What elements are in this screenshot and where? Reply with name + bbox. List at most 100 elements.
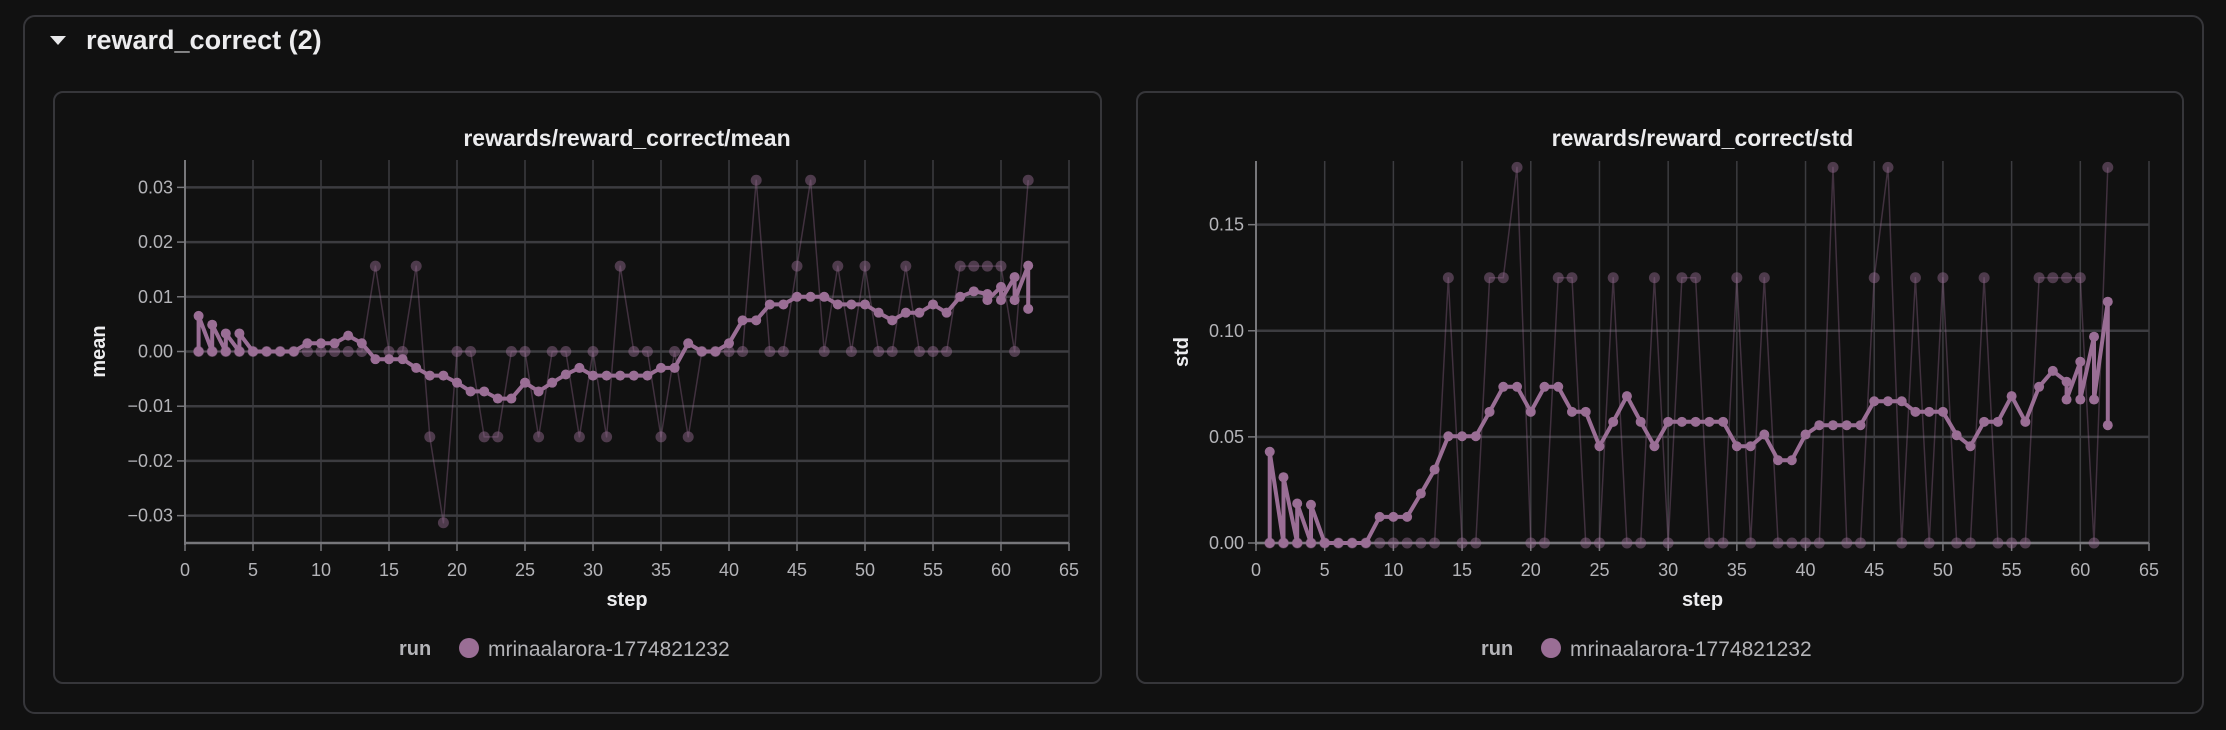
raw-data-point [1442,272,1454,284]
smoothed-data-point [275,346,286,357]
raw-data-point [927,346,939,357]
chart-mean[interactable]: rewards/reward_correct/mean 0 5 10 15 20 25 30 3… [53,91,1102,684]
legend-swatch-icon[interactable] [459,638,479,658]
x-tick-label: 30 [1658,560,1678,580]
smoothed-data-point [1470,431,1481,442]
raw-data-point [2047,272,2059,284]
y-tick-label: 0.10 [1209,321,1244,341]
raw-data-point [369,260,381,272]
raw-data-point [2074,272,2086,284]
legend-swatch-icon[interactable] [1541,638,1561,658]
smoothed-data-point [996,295,1006,306]
smoothed-data-point [928,299,938,310]
y-axis-label: mean [88,325,110,377]
legend-entry[interactable]: mrinaalarora-1774821232 [488,638,730,661]
smoothed-data-point [193,346,204,357]
smoothed-data-point [574,362,585,373]
smoothed-data-point [2047,365,2058,376]
smoothed-data-point [1009,295,1020,306]
raw-data-point [1484,272,1496,284]
chart-title: rewards/reward_correct/std [1552,125,1854,151]
raw-data-point [1841,537,1853,549]
raw-data-point [1009,346,1021,357]
raw-data-point [1580,537,1592,549]
raw-data-point [1978,272,1990,284]
raw-data-point [1539,537,1551,549]
smoothed-data-point [1937,406,1948,417]
smoothed-data-point [261,346,272,357]
smoothed-data-point [329,338,340,349]
legend-title: run [399,638,431,660]
raw-series-line [198,179,1029,524]
smoothed-data-point [1814,420,1825,431]
section-header-toggle[interactable]: reward_correct (2) [50,22,322,58]
raw-data-point [437,517,449,529]
raw-data-point [1497,272,1509,284]
raw-data-point [1648,272,1660,284]
raw-data-point [913,346,925,357]
smoothed-data-point [1704,416,1715,427]
smoothed-data-point [220,346,231,357]
x-tick-label: 55 [923,560,943,580]
smoothed-data-point [1305,499,1316,510]
smoothed-data-point [1009,272,1020,283]
raw-data-point [628,346,640,357]
y-tick-label: 0.05 [1209,427,1244,447]
raw-data-point [315,346,327,357]
raw-data-point [1964,537,1976,549]
raw-data-point [737,346,749,357]
x-tick-label: 35 [651,560,671,580]
raw-data-point [777,346,789,357]
caret-down-icon[interactable] [50,35,66,45]
raw-data-point [2019,537,2031,549]
raw-data-point [968,260,980,272]
x-tick-label: 30 [583,560,603,580]
x-tick-label: 20 [447,560,467,580]
smoothed-data-point [1566,406,1577,417]
raw-data-point [424,431,436,443]
smoothed-data-point [955,291,966,302]
smoothed-data-point [343,330,354,341]
x-tick-label: 35 [1727,560,1747,580]
smoothed-data-point [819,291,830,302]
y-tick-label: 0.00 [138,342,173,362]
raw-data-point [560,346,572,357]
x-tick-label: 0 [1251,560,1261,580]
raw-data-point [1992,537,2004,549]
x-tick-label: 40 [1796,560,1816,580]
raw-data-point [1511,161,1523,173]
y-tick-label: 0.15 [1209,215,1244,235]
x-tick-label: 10 [1383,560,1403,580]
smoothed-data-point [832,299,843,310]
raw-data-point [342,346,354,357]
chart-std[interactable]: rewards/reward_correct/std 0 5 10 15 20 25 30 35… [1136,91,2184,684]
smoothed-data-point [560,369,571,380]
raw-data-point [1745,537,1757,549]
smoothed-data-point [1759,429,1770,440]
smoothed-data-point [234,346,245,357]
raw-data-point [519,346,531,357]
smoothed-data-point [1388,511,1399,522]
raw-data-point [1717,537,1729,549]
smoothed-data-point [1553,381,1564,392]
raw-data-point [2102,161,2114,173]
smoothed-data-point [438,370,449,381]
raw-data-point [1923,537,1935,549]
x-axis-label: step [1682,589,1723,611]
smoothed-data-point [1882,396,1893,407]
smoothed-data-point [873,307,884,318]
y-tick-label: −0.03 [127,506,173,526]
smoothed-data-point [1594,441,1605,452]
chart-card-std: rewards/reward_correct/std 0 5 10 15 20 25 30 35… [1136,91,2184,684]
raw-data-point [587,346,599,357]
y-tick-label: 0.03 [138,177,173,197]
x-tick-label: 60 [2070,560,2090,580]
smoothed-data-point [941,307,952,318]
raw-data-point [832,260,844,272]
smoothed-data-point [846,299,857,310]
legend-entry[interactable]: mrinaalarora-1774821232 [1570,638,1812,661]
smoothed-data-point [1786,455,1797,466]
smoothed-data-point [1278,472,1289,483]
raw-data-point [845,346,857,357]
smoothed-data-point [1443,431,1454,442]
